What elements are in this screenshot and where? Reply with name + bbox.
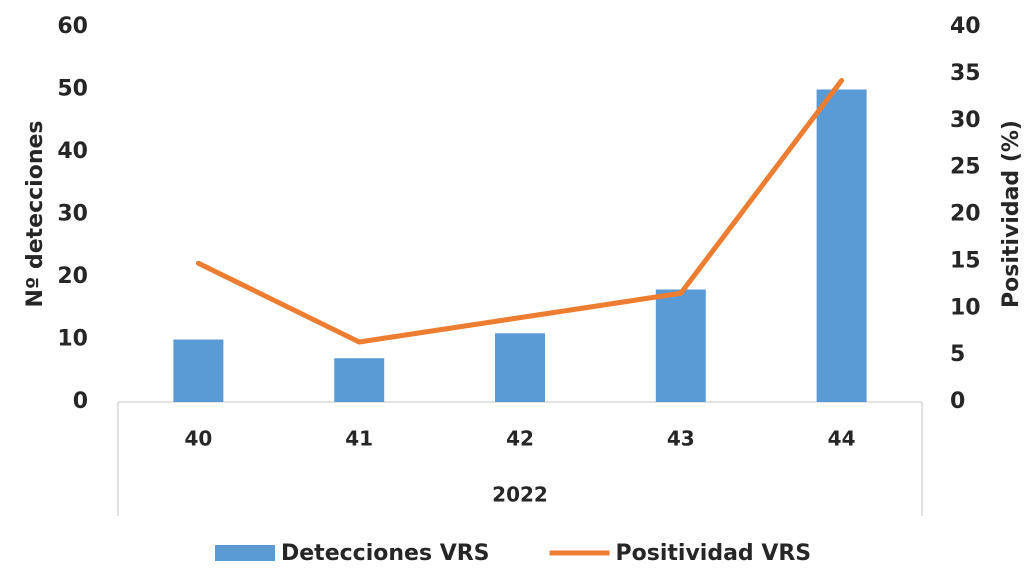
y2-tick-label: 15: [950, 248, 981, 273]
y2-tick-label: 10: [950, 295, 981, 320]
bar: [655, 289, 706, 402]
x-tick-label: 41: [345, 427, 373, 451]
y-tick-label: 60: [57, 14, 88, 39]
y-tick-label: 20: [57, 264, 88, 289]
legend-label: Detecciones VRS: [281, 541, 490, 566]
legend-label: Positividad VRS: [616, 541, 812, 566]
bar: [173, 339, 224, 402]
bar: [495, 333, 545, 402]
x-tick-label: 42: [506, 427, 534, 451]
bar: [334, 358, 385, 402]
y-tick-label: 0: [73, 389, 88, 414]
y2-tick-label: 0: [950, 389, 965, 414]
category-group-label: 2022: [492, 483, 548, 507]
x-tick-label: 43: [667, 427, 695, 451]
y2-tick-label: 20: [950, 202, 981, 227]
line: [195, 77, 845, 345]
y-tick-label: 30: [57, 202, 88, 227]
y-tick-label: 40: [57, 139, 88, 164]
bar: [816, 89, 867, 402]
y-tick-label: 10: [57, 327, 88, 352]
y2-tick-label: 40: [950, 14, 981, 39]
y2-tick-label: 30: [950, 108, 981, 133]
x-tick-label: 44: [828, 427, 856, 451]
legend-swatch: [215, 545, 275, 561]
y-tick-label: 50: [57, 77, 88, 102]
y2-axis-title: Positividad (%): [999, 120, 1024, 308]
y-axis-title: Nº detecciones: [23, 121, 48, 308]
y2-tick-label: 35: [950, 61, 981, 86]
y2-tick-label: 25: [950, 155, 981, 180]
x-tick-label: 40: [184, 427, 212, 451]
y2-tick-label: 5: [950, 342, 965, 367]
